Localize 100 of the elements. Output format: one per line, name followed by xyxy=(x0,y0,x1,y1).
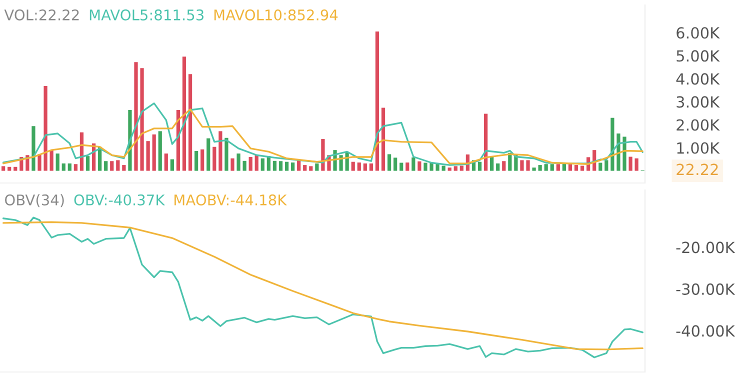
y-tick-label: 1.00K xyxy=(677,142,720,154)
bar xyxy=(224,138,228,171)
bar xyxy=(484,114,488,171)
series-label: OBV:-40.37K xyxy=(74,194,166,206)
bar xyxy=(110,161,114,171)
bar xyxy=(32,126,36,171)
bar xyxy=(68,163,72,171)
bar xyxy=(50,150,54,171)
bar xyxy=(400,162,404,171)
y-tick-label: 6.00K xyxy=(676,27,720,39)
bar xyxy=(550,164,554,171)
bar xyxy=(351,162,355,171)
bar xyxy=(86,156,90,171)
bar xyxy=(454,166,458,171)
bar xyxy=(460,166,464,171)
bar xyxy=(56,154,60,171)
bar xyxy=(38,154,42,171)
bar xyxy=(598,162,602,171)
bar xyxy=(44,86,48,171)
bar xyxy=(580,166,584,171)
bar xyxy=(230,158,234,171)
bar xyxy=(634,158,638,171)
bar xyxy=(158,131,162,171)
text: MAVOL10:852.94 xyxy=(214,9,338,20)
bar xyxy=(242,160,246,171)
bar xyxy=(62,163,66,171)
bar xyxy=(260,158,264,171)
chart-title: OBV(34) xyxy=(4,194,64,208)
bar xyxy=(478,162,482,171)
y-tick-label: -40.00K xyxy=(676,325,736,337)
bar xyxy=(369,163,374,171)
bar xyxy=(194,150,198,171)
bar xyxy=(236,154,240,171)
bar xyxy=(218,131,222,171)
bar xyxy=(628,156,632,171)
bar xyxy=(520,160,524,171)
bar xyxy=(490,156,494,171)
bar xyxy=(200,149,204,171)
text: MAOBV:-44.18K xyxy=(174,194,287,206)
bar xyxy=(375,31,380,171)
bar xyxy=(309,166,313,171)
bar xyxy=(272,160,277,171)
bar xyxy=(418,161,422,171)
bar xyxy=(616,133,620,171)
text: MAVOL5:811.53 xyxy=(90,9,204,20)
bar xyxy=(604,160,608,171)
bar xyxy=(387,154,392,171)
bar xyxy=(284,162,289,171)
bar xyxy=(182,56,186,171)
bar xyxy=(116,160,120,171)
bar xyxy=(357,162,361,171)
bar xyxy=(321,139,325,171)
bar xyxy=(544,164,548,171)
bar xyxy=(170,159,174,171)
y-tick-label: 4.00K xyxy=(676,73,720,85)
bar xyxy=(8,166,12,171)
bar xyxy=(574,165,578,171)
bar xyxy=(538,165,542,171)
bar xyxy=(290,162,295,171)
y-tick-label: -20.00K xyxy=(676,242,736,254)
bar xyxy=(363,163,367,171)
bar xyxy=(394,158,398,171)
bar xyxy=(146,141,150,171)
bar xyxy=(278,161,283,171)
bar xyxy=(556,164,560,171)
bar xyxy=(2,166,6,171)
bar xyxy=(206,138,210,171)
bar xyxy=(532,168,536,171)
bar xyxy=(424,162,428,171)
text: 22.22 xyxy=(676,164,718,176)
bar xyxy=(104,161,108,171)
bar xyxy=(14,166,18,171)
bar xyxy=(502,161,506,171)
bar xyxy=(248,156,252,171)
bar xyxy=(315,163,319,171)
bar xyxy=(152,134,156,171)
bar xyxy=(74,164,78,171)
y-tick-label: 3.00K xyxy=(676,96,720,108)
bar xyxy=(164,154,168,171)
bar xyxy=(134,62,138,171)
y-tick-label: -30.00K xyxy=(676,283,736,295)
bar xyxy=(254,155,258,171)
bar xyxy=(406,162,410,171)
bar xyxy=(303,165,307,171)
bar xyxy=(448,168,452,171)
bar xyxy=(212,146,216,171)
bar xyxy=(526,160,530,171)
bar xyxy=(381,108,386,171)
bar xyxy=(622,136,626,171)
y-tick-label: 2.00K xyxy=(676,119,720,131)
bar xyxy=(122,165,126,171)
bar xyxy=(442,166,446,171)
bar xyxy=(140,68,144,171)
bar xyxy=(188,74,192,171)
bar xyxy=(496,163,500,171)
bar xyxy=(562,163,566,171)
bar xyxy=(412,157,416,171)
bar xyxy=(568,164,572,171)
bar xyxy=(297,160,301,171)
y-tick-label: 5.00K xyxy=(676,50,720,62)
